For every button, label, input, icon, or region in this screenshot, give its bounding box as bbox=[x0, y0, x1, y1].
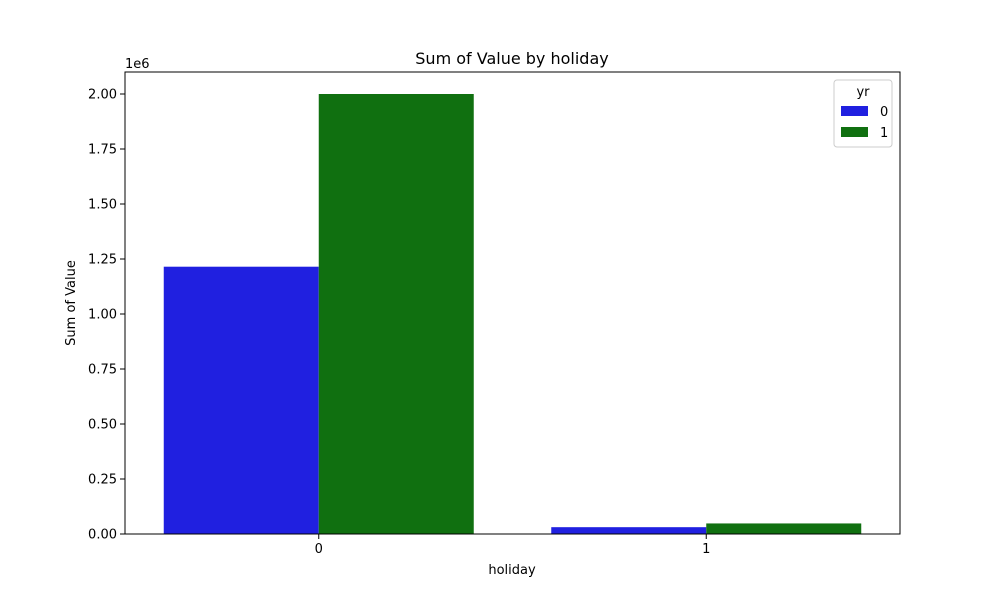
legend: yr 01 bbox=[833, 79, 893, 148]
plot-frame bbox=[124, 71, 901, 535]
y-tick-label: 1.25 bbox=[88, 253, 117, 268]
x-tick-label: 0 bbox=[315, 542, 323, 557]
x-axis-title: holiday bbox=[488, 563, 536, 578]
bar-yr-1-holiday-0 bbox=[318, 94, 474, 534]
bar-yr-0-holiday-0 bbox=[163, 266, 319, 534]
legend-label-yr-1: 1 bbox=[880, 126, 888, 141]
y-multiplier-label: 1e6 bbox=[125, 57, 150, 72]
x-tick-label: 1 bbox=[702, 542, 710, 557]
legend-title: yr bbox=[856, 85, 870, 100]
bars-group bbox=[163, 94, 862, 534]
y-tick-label: 2.00 bbox=[88, 88, 117, 103]
legend-swatch-yr-1 bbox=[841, 127, 868, 137]
chart-title: Sum of Value by holiday bbox=[415, 49, 608, 68]
y-tick-label: 0.00 bbox=[88, 528, 117, 543]
y-tick-label: 0.50 bbox=[88, 418, 117, 433]
y-tick-label: 1.50 bbox=[88, 198, 117, 213]
legend-items: 01 bbox=[841, 105, 888, 141]
bar-yr-1-holiday-1 bbox=[706, 523, 862, 534]
y-axis: 0.00 0.25 0.50 0.75 1.00 1.25 1.50 1.75 2.00 bbox=[88, 88, 125, 543]
legend-swatch-yr-0 bbox=[841, 106, 868, 116]
bar-yr-0-holiday-1 bbox=[551, 527, 707, 534]
y-tick-label: 1.75 bbox=[88, 143, 117, 158]
y-axis-title: Sum of Value bbox=[64, 260, 79, 346]
y-tick-label: 0.75 bbox=[88, 363, 117, 378]
legend-label-yr-0: 0 bbox=[880, 105, 888, 120]
y-tick-label: 1.00 bbox=[88, 308, 117, 323]
y-tick-label: 0.25 bbox=[88, 473, 117, 488]
